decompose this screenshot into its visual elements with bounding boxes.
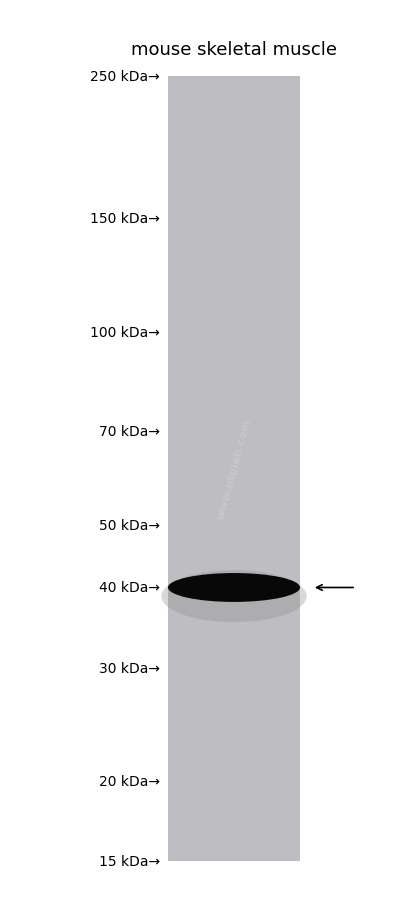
Ellipse shape bbox=[168, 574, 300, 603]
Ellipse shape bbox=[161, 570, 307, 622]
Text: 30 kDa→: 30 kDa→ bbox=[99, 661, 160, 675]
Bar bbox=[168, 77, 300, 861]
Text: 20 kDa→: 20 kDa→ bbox=[99, 774, 160, 788]
Text: 100 kDa→: 100 kDa→ bbox=[90, 326, 160, 339]
Text: mouse skeletal muscle: mouse skeletal muscle bbox=[131, 41, 337, 59]
Text: 40 kDa→: 40 kDa→ bbox=[99, 581, 160, 594]
Text: 150 kDa→: 150 kDa→ bbox=[90, 212, 160, 226]
Text: www.ptglab.com: www.ptglab.com bbox=[216, 418, 252, 520]
Text: 70 kDa→: 70 kDa→ bbox=[99, 425, 160, 438]
Text: 15 kDa→: 15 kDa→ bbox=[99, 854, 160, 869]
Text: 50 kDa→: 50 kDa→ bbox=[99, 519, 160, 532]
Text: 250 kDa→: 250 kDa→ bbox=[90, 69, 160, 84]
